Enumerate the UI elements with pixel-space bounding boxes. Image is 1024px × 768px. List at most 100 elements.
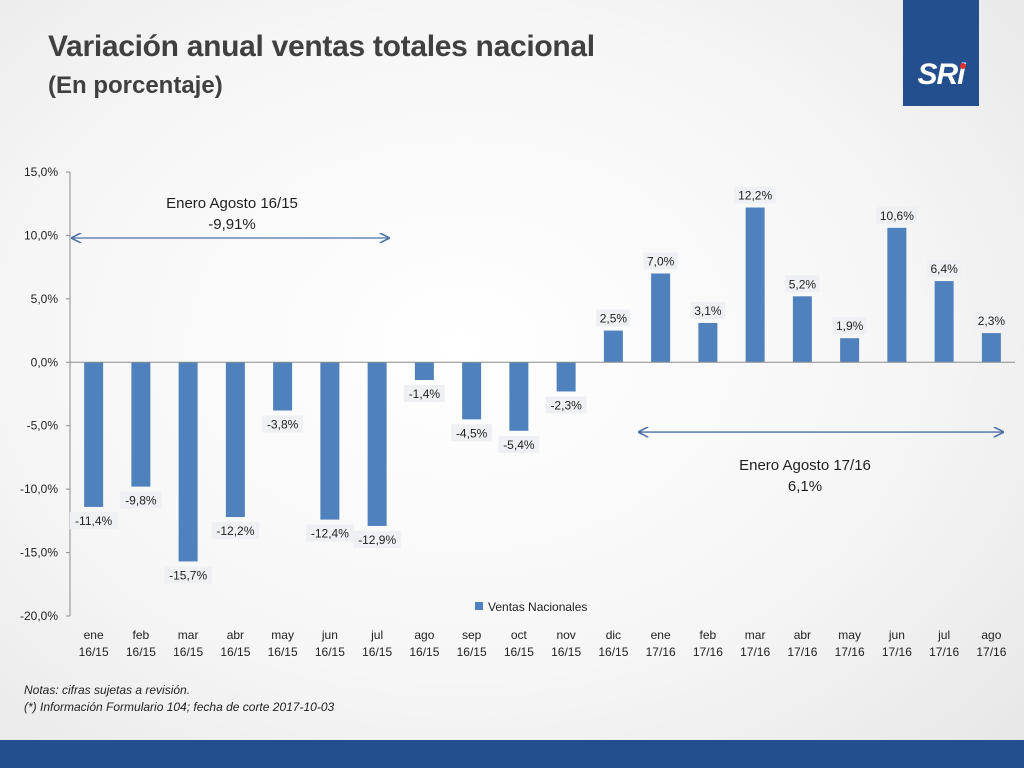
x-tick-label-period: 17/16 [976,645,1006,659]
y-tick-label: -5,0% [27,419,59,433]
data-label: -11,4% [75,514,112,528]
bar [225,362,245,518]
data-label: -9,8% [125,494,157,508]
data-label-box [164,566,212,584]
annotation-value: -9,91% [208,216,256,233]
data-label: -12,2% [216,524,254,538]
x-tick-label-month: ene [651,628,671,642]
data-label: -12,9% [358,533,396,547]
data-label-box [974,312,1009,330]
x-tick-label-period: 16/15 [79,645,109,659]
data-label-box [832,317,867,335]
x-tick-label-month: nov [556,628,575,642]
x-tick-label-month: oct [511,628,528,642]
bar [178,362,198,562]
data-label-box [545,396,587,414]
bar [462,362,482,420]
data-label-box [643,252,678,270]
data-label: -1,4% [409,387,441,401]
x-tick-label-month: jul [370,628,383,642]
data-label: 2,3% [978,314,1006,328]
data-label-box [734,186,776,204]
x-tick-label-month: jul [937,628,950,642]
annotation-label: Enero Agosto 17/16 [739,457,871,474]
bar [745,207,765,363]
data-label: 10,6% [880,209,914,223]
x-tick-label-period: 17/16 [787,645,817,659]
x-tick-label-month: mar [745,628,766,642]
x-tick-label-period: 16/15 [315,645,345,659]
x-tick-label-period: 17/16 [646,645,676,659]
bar [792,296,812,363]
x-tick-label-period: 16/15 [504,645,534,659]
x-tick-label-month: feb [133,628,150,642]
logo-dot-icon [960,63,966,69]
page-title: Variación anual ventas totales nacional [48,30,595,63]
data-label: -5,4% [503,438,535,452]
bar [981,333,1001,363]
note-revision: Notas: cifras sujetas a revisión. [24,683,191,697]
data-label: -12,4% [311,527,349,541]
data-label-box [876,206,918,224]
data-label: 3,1% [694,304,722,318]
x-tick-label-period: 17/16 [929,645,959,659]
bar [603,330,623,363]
x-tick-label-period: 16/15 [126,645,156,659]
data-label-box [353,530,401,548]
bar [509,362,529,431]
data-label-box [211,522,260,540]
data-label-box [262,415,304,433]
data-label-box [120,491,162,509]
x-tick-label-period: 16/15 [220,645,250,659]
logo-text: SRi [917,58,965,91]
y-tick-label: -15,0% [20,546,58,560]
bar [273,362,293,411]
data-label-box [306,524,354,542]
x-tick-label-period: 17/16 [740,645,770,659]
data-label: -4,5% [456,426,488,440]
x-tick-label-month: ago [414,628,434,642]
y-tick-label: 5,0% [31,292,59,306]
bar [320,362,340,520]
bar [887,227,907,363]
data-label: -15,7% [169,568,207,582]
data-label: 1,9% [836,319,864,333]
data-label: -3,8% [267,417,299,431]
x-tick-label-month: may [838,628,861,642]
data-label-box [785,275,820,293]
x-tick-label-month: jun [321,628,338,642]
x-tick-label-period: 16/15 [268,645,298,659]
data-label: -2,3% [550,398,582,412]
note-source: (*) Información Formulario 104; fecha de… [24,700,335,714]
x-tick-label-period: 16/15 [551,645,581,659]
legend-swatch [475,602,483,610]
page-subtitle: (En porcentaje) [48,72,223,99]
sri-logo: SRi [903,0,979,106]
x-tick-label-month: ene [84,628,104,642]
bar [131,362,151,487]
bar [414,362,434,381]
bar [367,362,387,526]
data-label-box [69,511,118,529]
bar [698,322,718,363]
bar [556,362,576,392]
data-label-box [498,435,540,453]
x-tick-label-period: 16/15 [457,645,487,659]
footnotes: Notas: cifras sujetas a revisión. (*) In… [24,682,334,716]
data-label-box [403,385,445,403]
legend-label: Ventas Nacionales [488,600,587,614]
x-tick-label-period: 16/15 [362,645,392,659]
data-label-box [451,424,493,442]
y-tick-label: 15,0% [24,165,58,179]
bar [84,362,104,507]
y-tick-label: -10,0% [20,482,58,496]
annotation-label: Enero Agosto 16/15 [166,195,298,212]
x-tick-label-month: mar [178,628,199,642]
x-tick-label-month: jun [888,628,905,642]
data-label: 7,0% [647,254,675,268]
bar [651,273,671,363]
data-label: 5,2% [789,277,817,291]
x-tick-label-month: dic [606,628,621,642]
bar [934,281,954,363]
x-tick-label-period: 17/16 [835,645,865,659]
